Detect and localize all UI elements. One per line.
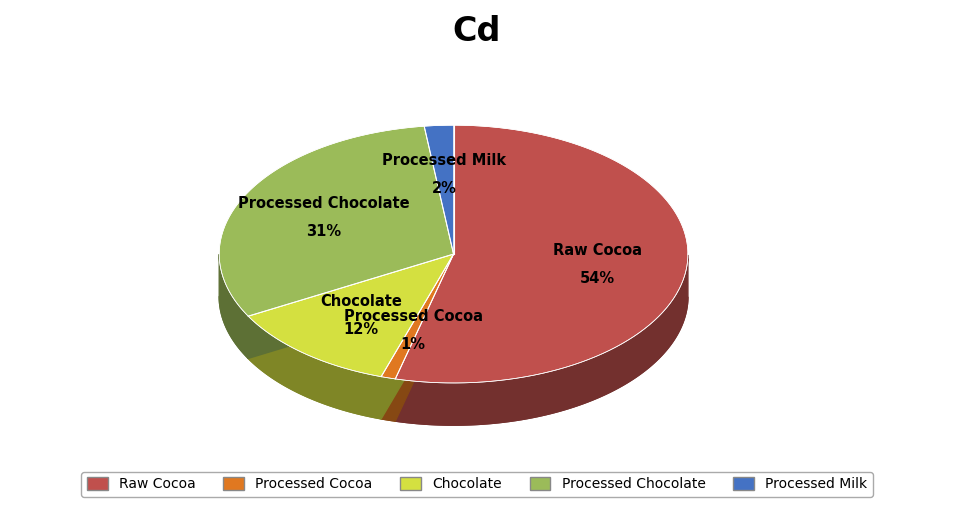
Polygon shape [219,254,248,358]
Polygon shape [395,255,687,425]
Polygon shape [381,296,453,421]
Text: 12%: 12% [343,322,378,337]
Polygon shape [219,126,453,316]
Text: 54%: 54% [579,271,615,286]
Text: Processed Cocoa: Processed Cocoa [343,309,482,324]
Text: Processed Milk: Processed Milk [382,153,506,168]
Polygon shape [424,125,453,254]
Text: Raw Cocoa: Raw Cocoa [553,243,641,258]
Text: Chocolate: Chocolate [319,294,401,309]
Polygon shape [395,125,687,383]
Title: Cd: Cd [453,15,500,48]
Text: Processed Chocolate: Processed Chocolate [238,196,410,211]
Polygon shape [248,254,453,377]
Polygon shape [395,296,687,425]
Text: 31%: 31% [306,224,341,239]
Polygon shape [381,254,453,379]
Legend: Raw Cocoa, Processed Cocoa, Chocolate, Processed Chocolate, Processed Milk: Raw Cocoa, Processed Cocoa, Chocolate, P… [81,472,872,497]
Text: 2%: 2% [432,181,456,196]
Polygon shape [248,316,381,419]
Polygon shape [381,377,395,421]
Polygon shape [219,296,453,358]
Polygon shape [248,296,453,419]
Text: 1%: 1% [400,337,425,352]
